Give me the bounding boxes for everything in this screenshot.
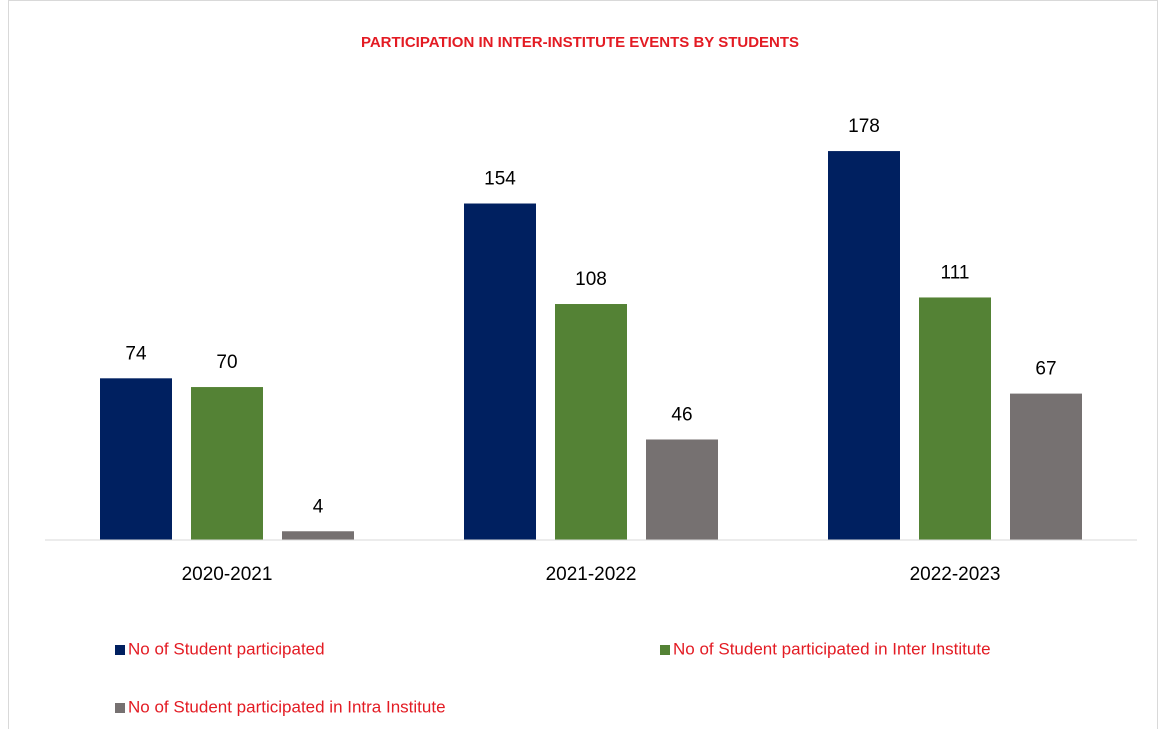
data-label: 154 [484, 169, 516, 190]
bar [555, 304, 627, 540]
legend-label: No of Student participated in Inter Inst… [673, 639, 991, 658]
bar [100, 378, 172, 540]
x-tick-label: 2020-2021 [182, 564, 273, 585]
bar [919, 297, 991, 540]
data-label: 74 [125, 343, 147, 364]
legend-marker [660, 645, 670, 655]
data-label: 70 [216, 352, 237, 373]
x-tick-label: 2022-2023 [910, 564, 1001, 585]
data-label: 108 [575, 269, 607, 290]
data-label: 67 [1035, 359, 1056, 380]
chart-frame [8, 0, 1158, 729]
legend-marker [115, 703, 125, 713]
chart-title: PARTICIPATION IN INTER-INSTITUTE EVENTS … [361, 34, 799, 51]
bar [191, 387, 263, 540]
data-label: 4 [313, 496, 324, 517]
bar [646, 439, 718, 540]
bar [464, 203, 536, 540]
data-label: 111 [941, 262, 970, 283]
legend-label: No of Student participated in Intra Inst… [128, 697, 446, 716]
legend-label: No of Student participated [128, 639, 325, 658]
x-tick-label: 2021-2022 [546, 564, 637, 585]
data-label: 178 [848, 116, 880, 137]
bar [282, 531, 354, 540]
bar [828, 151, 900, 540]
data-label: 46 [671, 405, 692, 426]
bar [1010, 393, 1082, 540]
legend-marker [115, 645, 125, 655]
